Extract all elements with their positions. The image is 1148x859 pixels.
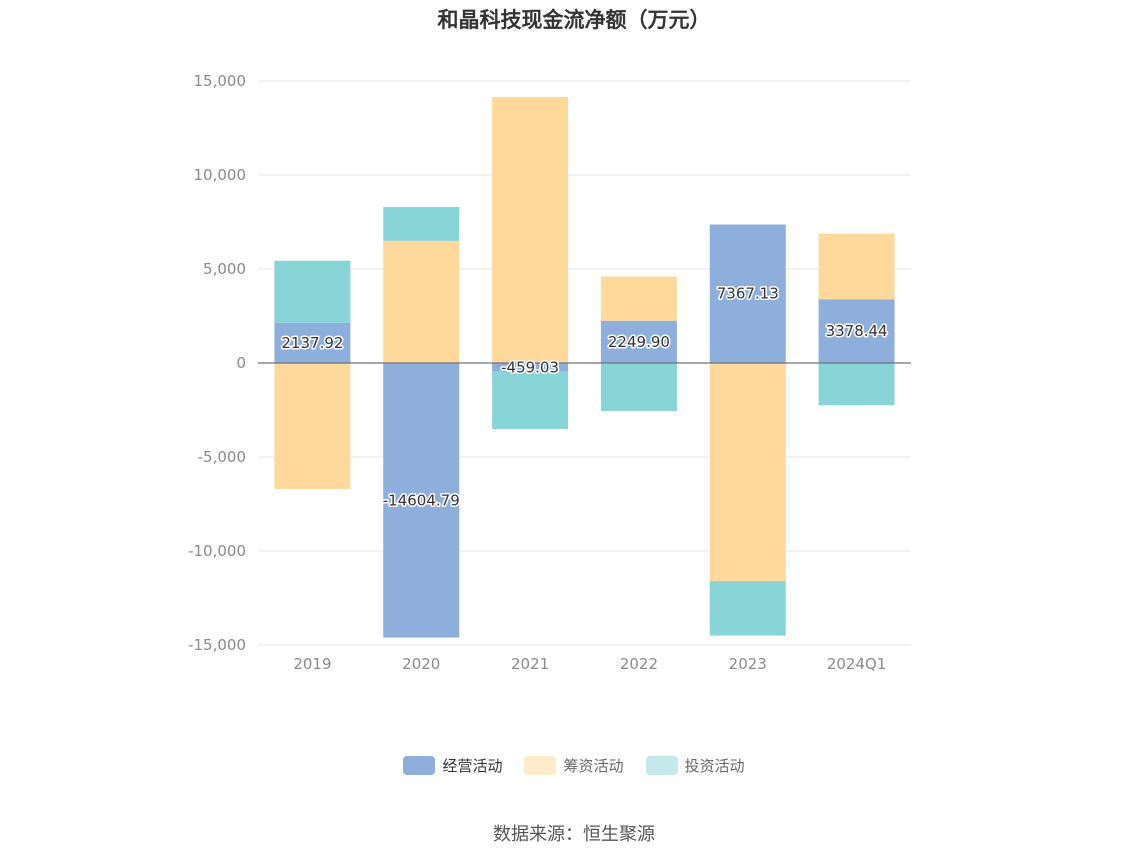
bar-2024Q1-0 — [818, 299, 895, 363]
bar-2019-2 — [274, 260, 351, 323]
bar-2022-0 — [600, 320, 677, 363]
legend-label: 筹资活动 — [563, 757, 624, 775]
data-label-2020: -14604.79 — [383, 491, 460, 509]
bar-2021-1 — [492, 96, 569, 363]
y-tick-label: 5,000 — [203, 260, 246, 278]
legend-item-2[interactable]: 投资活动 — [645, 755, 745, 776]
y-tick-label: 0 — [236, 354, 246, 372]
bar-chart: 15,000 10,000 5,000 0 -5,000 -10,000 -15,000 2… — [188, 72, 911, 673]
data-label-2023: 7367.13 — [717, 285, 779, 303]
data-label-2019: 2137.92 — [281, 334, 343, 352]
bar-2019-0 — [274, 322, 351, 363]
legend-item-0[interactable]: 经营活动 — [403, 755, 502, 776]
bar-2023-0 — [709, 224, 786, 363]
bar-2021-2 — [492, 371, 569, 429]
x-tick-label: 2023 — [729, 655, 767, 673]
bar-2021-0 — [492, 363, 569, 372]
x-tick-label: 2024Q1 — [827, 655, 887, 673]
bar-2024Q1-2 — [818, 363, 895, 406]
chart-title: 和晶科技现金流净额（万元） — [437, 8, 711, 32]
x-tick-label: 2022 — [620, 655, 658, 673]
legend-swatch — [645, 756, 678, 775]
bar-2019-1 — [274, 363, 351, 489]
legend: 经营活动 筹资活动 投资活动 — [0, 755, 1148, 776]
data-label-2021: -459.03 — [501, 358, 559, 376]
legend-label: 投资活动 — [684, 757, 745, 775]
data-label-2024Q1: 3378.44 — [826, 322, 888, 340]
y-tick-label: -5,000 — [198, 448, 246, 466]
legend-swatch — [524, 756, 557, 775]
bar-2024Q1-1 — [818, 233, 895, 300]
y-tick-label: 15,000 — [194, 72, 247, 90]
y-tick-label: -10,000 — [188, 542, 246, 560]
x-axis-tick-labels: 2019 2020 2021 2022 2023 2024Q1 — [293, 655, 886, 673]
legend-label: 经营活动 — [442, 757, 503, 775]
grid-lines — [258, 80, 911, 646]
bar-2022-2 — [600, 363, 677, 411]
bar-2022-1 — [600, 276, 677, 321]
bars — [274, 96, 895, 638]
legend-swatch — [403, 756, 436, 775]
legend-item-1[interactable]: 筹资活动 — [524, 755, 624, 776]
y-tick-label: -15,000 — [188, 636, 246, 654]
x-tick-label: 2020 — [402, 655, 440, 673]
bar-2023-1 — [709, 363, 786, 582]
data-source: 数据来源：恒生聚源 — [493, 824, 655, 845]
bar-2020-0 — [383, 363, 460, 638]
y-tick-label: 10,000 — [194, 166, 247, 184]
bar-2020-2 — [383, 206, 460, 241]
data-label-2022: 2249.90 — [608, 333, 670, 351]
data-labels: 2137.92 -14604.79 -459.03 2249.90 7367.13 337… — [280, 283, 889, 511]
x-tick-label: 2021 — [511, 655, 549, 673]
bar-2020-1 — [383, 240, 460, 363]
x-tick-label: 2019 — [293, 655, 331, 673]
y-axis-tick-labels: 15,000 10,000 5,000 0 -5,000 -10,000 -15,000 — [188, 72, 246, 654]
bar-2023-2 — [709, 581, 786, 636]
